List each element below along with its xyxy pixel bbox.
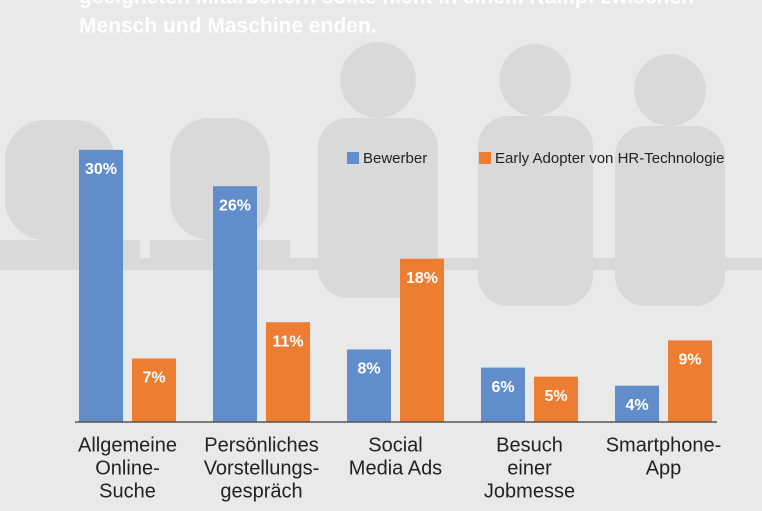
category-label: Vorstellungs- xyxy=(204,457,320,479)
bar xyxy=(534,376,578,422)
category-label: Smartphone- xyxy=(606,434,722,456)
category-label: Social xyxy=(368,434,422,456)
bar xyxy=(79,149,123,422)
value-label: 30% xyxy=(85,161,117,178)
category-label: App xyxy=(646,457,682,479)
legend-label: Bewerber xyxy=(363,150,427,167)
bar xyxy=(615,385,659,422)
category-label: Media Ads xyxy=(349,457,442,479)
category-label: Suche xyxy=(99,480,156,502)
value-label: 7% xyxy=(142,370,165,387)
value-label: 11% xyxy=(272,333,303,350)
value-label: 8% xyxy=(357,361,380,378)
category-label: Besuch xyxy=(496,434,563,456)
value-label: 4% xyxy=(625,397,648,414)
category-label: Persönliches xyxy=(204,434,319,456)
category-label: einer xyxy=(507,457,552,479)
bar xyxy=(668,340,712,422)
value-label: 9% xyxy=(678,352,701,369)
bar xyxy=(266,322,310,422)
category-label: gespräch xyxy=(220,480,302,502)
value-label: 5% xyxy=(544,388,567,405)
value-label: 18% xyxy=(406,270,438,287)
legend-label: Early Adopter von HR-Technologie xyxy=(495,150,724,167)
category-label: Allgemeine xyxy=(78,434,177,456)
value-label: 26% xyxy=(219,197,251,214)
title-line: Mensch und Maschine enden. xyxy=(79,15,377,38)
bar xyxy=(132,358,176,422)
legend-swatch xyxy=(479,152,491,164)
bar xyxy=(400,258,444,422)
value-label: 6% xyxy=(491,379,514,396)
title-line: geeigneten Mitarbeitern sollte nicht in … xyxy=(79,0,694,9)
bar xyxy=(481,367,525,422)
category-label: Jobmesse xyxy=(484,480,575,502)
bar xyxy=(347,349,391,422)
category-label: Online- xyxy=(95,457,159,479)
legend-swatch xyxy=(347,152,359,164)
bar xyxy=(213,186,257,422)
